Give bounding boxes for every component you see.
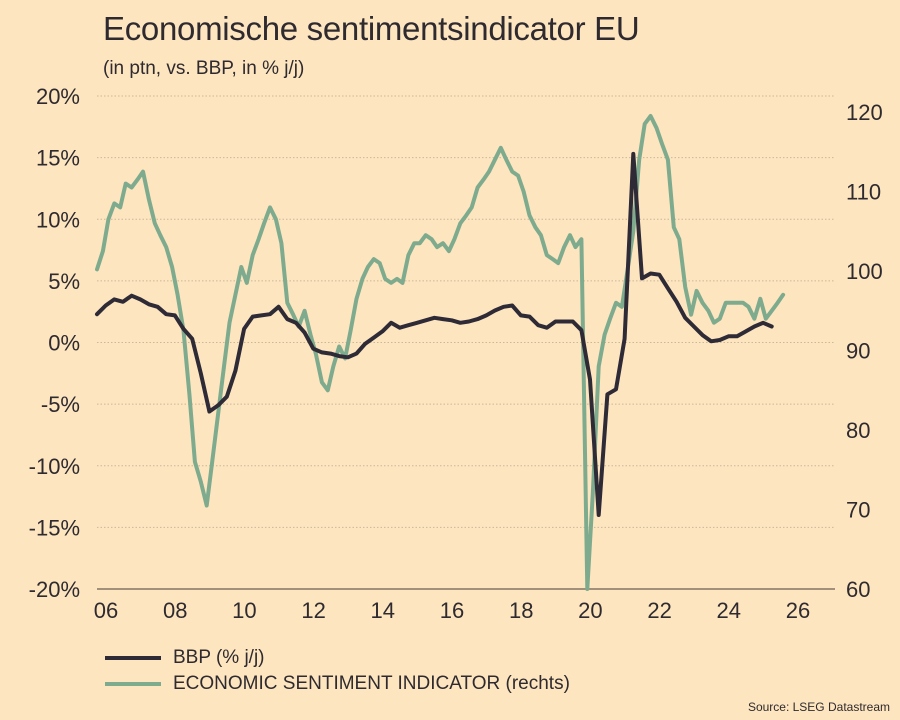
y-left-tick-label: 0% (48, 331, 80, 356)
x-tick-label: 18 (509, 598, 533, 623)
y-left-tick-label: -15% (29, 515, 80, 540)
chart-subtitle: (in ptn, vs. BBP, in % j/j) (103, 58, 305, 79)
x-tick-label: 06 (94, 598, 118, 623)
x-tick-label: 22 (647, 598, 671, 623)
y-left-tick-label: -10% (29, 454, 80, 479)
y-left-tick-label: 15% (36, 146, 80, 171)
x-tick-label: 24 (717, 598, 741, 623)
y-right-tick-label: 120 (846, 100, 883, 125)
y-right-tick-label: 60 (846, 577, 870, 602)
right-axis: 120 110 100 90 80 70 60 (846, 100, 883, 602)
y-left-tick-label: -20% (29, 577, 80, 602)
y-left-tick-label: 20% (36, 84, 80, 109)
x-tick-label: 12 (301, 598, 325, 623)
y-right-tick-label: 80 (846, 418, 870, 443)
y-left-tick-label: 10% (36, 207, 80, 232)
series-line-esi (95, 114, 786, 591)
y-right-tick-label: 110 (846, 180, 881, 205)
x-tick-label: 10 (232, 598, 256, 623)
x-tick-label: 26 (786, 598, 810, 623)
y-right-tick-label: 90 (846, 339, 870, 364)
x-tick-label: 14 (371, 598, 395, 623)
x-tick-label: 16 (440, 598, 464, 623)
legend-swatch-esi (105, 682, 161, 686)
y-left-tick-label: 5% (48, 269, 80, 294)
series-line-bbp (95, 151, 774, 517)
series-group (95, 114, 786, 591)
gridlines (97, 95, 835, 528)
legend-label-esi: ECONOMIC SENTIMENT INDICATOR (rechts) (173, 673, 570, 694)
y-right-tick-label: 100 (846, 259, 883, 284)
y-right-tick-label: 70 (846, 498, 870, 523)
legend-item-bbp: BBP (% j/j) (105, 645, 570, 671)
x-tick-label: 20 (578, 598, 602, 623)
y-left-tick-label: -5% (41, 392, 80, 417)
legend-item-esi: ECONOMIC SENTIMENT INDICATOR (rechts) (105, 671, 570, 697)
legend-label-bbp: BBP (% j/j) (173, 647, 265, 668)
x-tick-label: 08 (163, 598, 187, 623)
legend: BBP (% j/j) ECONOMIC SENTIMENT INDICATOR… (105, 645, 570, 697)
source-note: Source: LSEG Datastream (747, 700, 890, 714)
x-axis: 06 08 10 12 14 16 18 20 22 24 26 (94, 598, 810, 623)
chart-title: Economische sentimentsindicator EU (103, 10, 640, 47)
left-axis: 20% 15% 10% 5% 0% -5% -10% -15% -20% (29, 84, 80, 602)
legend-swatch-bbp (105, 656, 161, 660)
